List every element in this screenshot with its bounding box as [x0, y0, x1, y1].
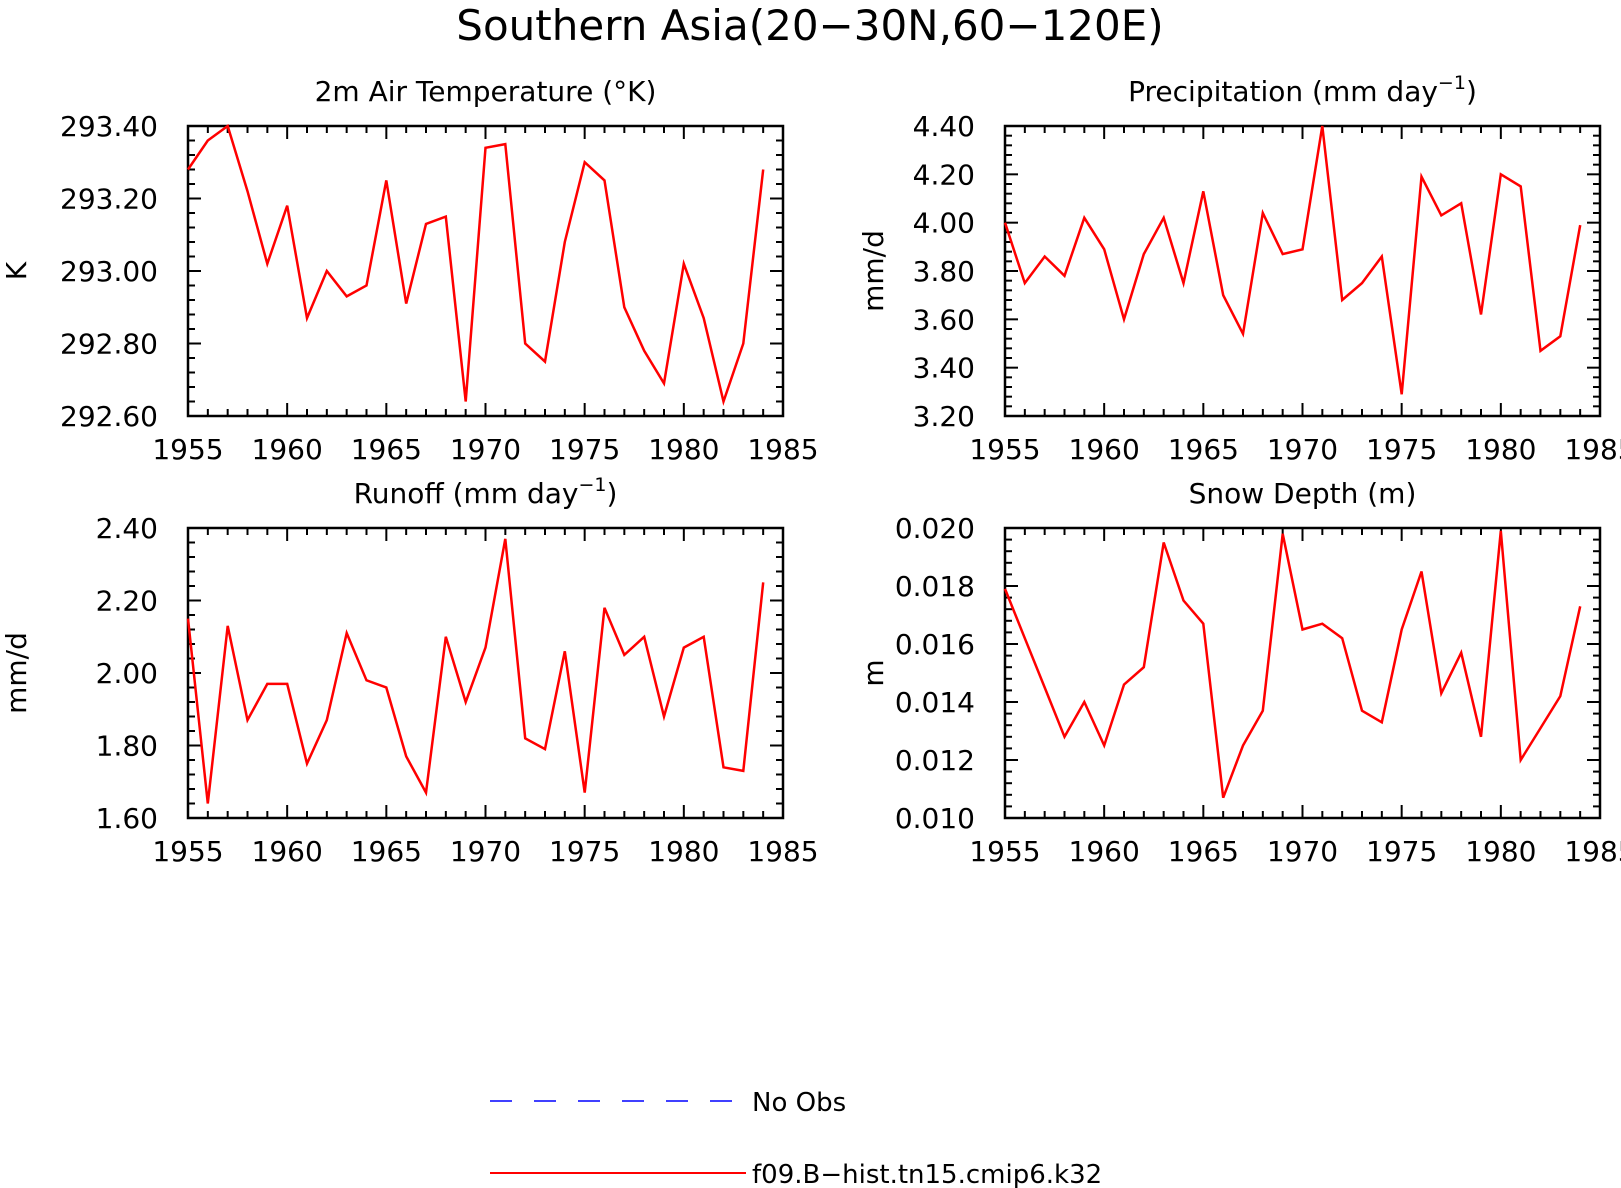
panel-3-xtick-label: 1960 [252, 835, 323, 868]
panel-3-title-superscript: −1 [578, 474, 606, 496]
panel-2: 1955 1960 1965 1970 1975 1980 1985 3.20 3.40 3.60… [857, 72, 1621, 466]
panel-2-title-superscript: −1 [1438, 72, 1466, 94]
panel-3: 1955 1960 1965 1970 1975 1980 1985 1.60 1.80 2.00… [0, 474, 819, 868]
panel-3-ytick-label: 2.20 [96, 585, 158, 618]
legend: No Obs f09.B−hist.tn15.cmip6.k32 [490, 1088, 1102, 1188]
panel-1-xtick-label: 1955 [152, 433, 223, 466]
panel-3-ytick-label: 1.80 [96, 730, 158, 763]
panel-4-xtick-label: 1980 [1465, 835, 1536, 868]
panel-2-series-line [1003, 125, 1582, 395]
panel-3-xtick-label: 1965 [351, 835, 422, 868]
panel-3-xtick-label: 1975 [549, 835, 620, 868]
panel-1-xtick-label: 1960 [252, 433, 323, 466]
panel-4-xtick-label: 1975 [1366, 835, 1437, 868]
panel-2-ytick-label: 3.60 [913, 303, 975, 336]
panel-4-ytick-label: 0.016 [895, 628, 975, 661]
panel-3-xtick-label: 1980 [648, 835, 719, 868]
panel-3-ytick-label: 1.60 [96, 802, 158, 835]
panel-1-xtick-label: 1985 [747, 433, 818, 466]
panel-2-ytick-label: 4.20 [913, 158, 975, 191]
panel-4: 1955 1960 1965 1970 1975 1980 1985 0.010 0.012 0.… [857, 477, 1621, 868]
panel-3-title-end: ) [606, 477, 617, 510]
panel-1-xtick-label: 1980 [648, 433, 719, 466]
panel-2-title: Precipitation (mm day−1) [1128, 72, 1477, 108]
panel-2-xtick-label: 1965 [1168, 433, 1239, 466]
panel-3-xtick-label: 1970 [450, 835, 521, 868]
panel-3-xtick-label: 1985 [747, 835, 818, 868]
panel-2-frame [1003, 124, 1602, 418]
panel-4-ytick-label: 0.012 [895, 744, 975, 777]
panel-4-title: Snow Depth (m) [1189, 477, 1417, 510]
panel-1-xtick-label: 1975 [549, 433, 620, 466]
panel-3-frame [186, 526, 785, 820]
panel-2-ytick-label: 3.80 [913, 255, 975, 288]
panel-2-xtick-label: 1975 [1366, 433, 1437, 466]
panel-4-series-line [1003, 530, 1582, 799]
panel-3-ytick-label: 2.00 [96, 657, 158, 690]
panel-1-ytick-label: 293.40 [60, 110, 158, 143]
panel-4-xtick-label: 1965 [1168, 835, 1239, 868]
panel-1-ytick-label: 293.20 [60, 183, 158, 216]
panel-4-xtick-label: 1985 [1564, 835, 1621, 868]
panel-4-xtick-label: 1960 [1069, 835, 1140, 868]
panel-1-ytick-label: 293.00 [60, 255, 158, 288]
panel-2-xtick-label: 1955 [969, 433, 1040, 466]
panel-2-ytick-label: 3.40 [913, 352, 975, 385]
panel-4-frame [1003, 526, 1602, 820]
panel-2-ytick-label: 4.40 [913, 110, 975, 143]
panel-1-series-line [186, 123, 765, 407]
panel-2-ytick-label: 3.20 [913, 400, 975, 433]
panel-1-ytick-label: 292.80 [60, 328, 158, 361]
panel-2-ylabel: mm/d [857, 230, 890, 312]
panel-1-ytick-label: 292.60 [60, 400, 158, 433]
panel-1: 1955 1960 1965 1970 1975 1980 1985 292.60 292.80… [0, 75, 819, 466]
panel-4-ytick-label: 0.020 [895, 512, 975, 545]
panel-2-xtick-label: 1960 [1069, 433, 1140, 466]
panel-1-frame [186, 124, 785, 418]
panel-1-xtick-label: 1965 [351, 433, 422, 466]
panel-4-ytick-label: 0.014 [895, 686, 975, 719]
panel-3-ytick-label: 2.40 [96, 512, 158, 545]
panel-2-xtick-label: 1985 [1564, 433, 1621, 466]
panel-4-ylabel: m [857, 659, 890, 686]
panel-4-ytick-label: 0.010 [895, 802, 975, 835]
panel-1-xtick-label: 1970 [450, 433, 521, 466]
panel-4-xtick-label: 1955 [969, 835, 1040, 868]
legend-label-no-obs: No Obs [752, 1088, 846, 1118]
panel-1-title: 2m Air Temperature (°K) [315, 75, 657, 108]
panel-2-xtick-label: 1970 [1267, 433, 1338, 466]
panel-4-xtick-label: 1970 [1267, 835, 1338, 868]
panel-3-xtick-label: 1955 [152, 835, 223, 868]
panel-2-title-end: ) [1466, 75, 1477, 108]
panel-1-ylabel: K [0, 261, 33, 280]
panel-2-ytick-label: 4.00 [913, 207, 975, 240]
panel-2-xtick-label: 1980 [1465, 433, 1536, 466]
panel-3-ylabel: mm/d [0, 632, 33, 714]
panel-3-title: Runoff (mm day−1) [354, 474, 618, 510]
legend-label-model: f09.B−hist.tn15.cmip6.k32 [752, 1160, 1102, 1188]
panel-4-ytick-label: 0.018 [895, 570, 975, 603]
panel-3-series-line [186, 538, 765, 804]
figure-title: Southern Asia(20−30N,60−120E) [456, 1, 1163, 50]
